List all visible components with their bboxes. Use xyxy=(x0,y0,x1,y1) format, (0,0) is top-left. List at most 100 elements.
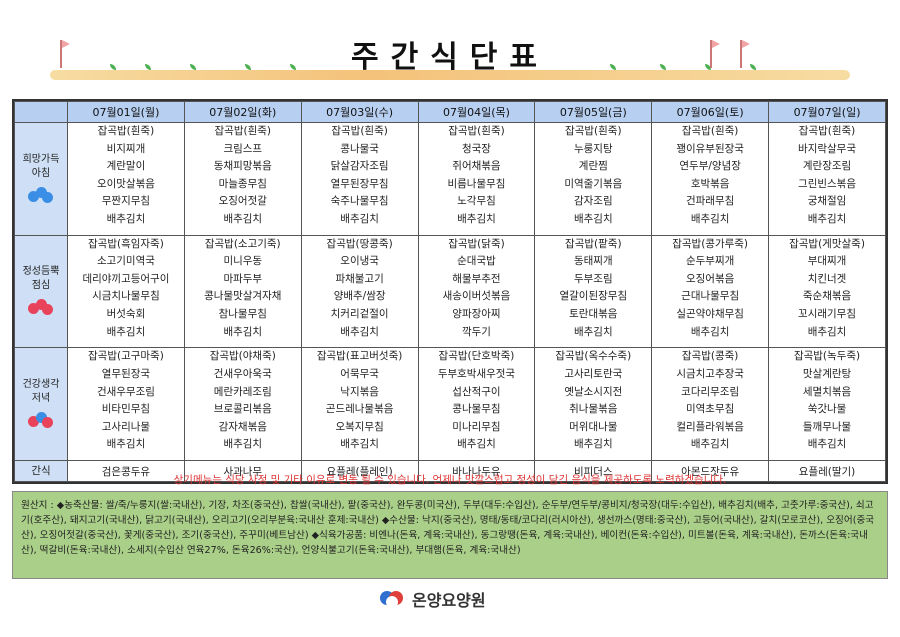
menu-item: 배추김치 xyxy=(690,212,730,225)
menu-cell: 잡곡밥(녹두죽) 맛살계란탕 세멸치볶음 쑥갓나물 들깨무나물 배추김치 xyxy=(768,347,886,461)
menu-item: 토란대볶음 xyxy=(569,308,618,321)
menu-item: 두부조림 xyxy=(573,272,613,285)
menu-item: 오징어볶음 xyxy=(685,272,735,285)
menu-cell: 잡곡밥(야채죽) 건새우아욱국 메란카레조림 브로콜리볶음 감자채볶음 배추김치 xyxy=(183,347,302,461)
menu-item: 배추김치 xyxy=(457,212,496,225)
menu-item: 감자채볶음 xyxy=(218,420,267,433)
menu-item: 배추김치 xyxy=(457,438,496,451)
snack-label: 간식 xyxy=(14,460,68,482)
menu-item: 잡곡밥(야채죽) xyxy=(209,350,276,363)
menu-item: 배추김치 xyxy=(340,325,379,338)
menu-item: 무짠지무침 xyxy=(101,195,151,208)
menu-item: 배추김치 xyxy=(340,212,379,225)
menu-item: 배추김치 xyxy=(340,438,379,451)
meal-row: 정성듬뿍 점심 잡곡밥(흑임자죽) 소고기미역국 데리야끼고등어구이 시금치나물무침 버섯… xyxy=(14,234,886,349)
menu-item: 계란말이 xyxy=(106,160,146,173)
day-header: 07월05일(금) xyxy=(534,101,653,123)
menu-item: 배추김치 xyxy=(106,438,146,451)
menu-item: 바지락살무국 xyxy=(798,142,857,155)
menu-item: 잡곡밥(흑임자죽) xyxy=(88,237,164,250)
menu-cell: 잡곡밥(흰죽) 바지락살무국 계란장조림 그린빈스볶음 궁채절임 배추김치 xyxy=(768,122,886,236)
menu-item: 섭산적구이 xyxy=(452,385,501,398)
day-header: 07월03일(수) xyxy=(300,101,419,123)
title-decor-bar xyxy=(50,70,850,80)
menu-board: 07월01일(월) 07월02일(화) 07월03일(수) 07월04일(목) … xyxy=(12,99,888,484)
menu-item: 취나물볶음 xyxy=(569,403,618,416)
menu-item: 데리야끼고등어구이 xyxy=(82,272,170,285)
menu-item: 크림스프 xyxy=(223,142,263,155)
menu-item: 잡곡밥(단호박죽) xyxy=(438,350,515,363)
menu-item: 닭살감자조림 xyxy=(330,160,389,173)
menu-item: 잡곡밥(흰죽) xyxy=(565,125,622,137)
day-header: 07월04일(목) xyxy=(417,101,536,123)
menu-item: 청국장 xyxy=(461,142,491,155)
page-title: 주간식단표 xyxy=(351,40,549,75)
menu-item: 배추김치 xyxy=(223,438,263,451)
menu-item: 오이냉국 xyxy=(340,255,379,268)
menu-item: 마파두부 xyxy=(223,272,263,285)
menu-item: 누룽지탕 xyxy=(573,142,613,155)
snack-cell: 아몬드잣두유 xyxy=(651,460,770,482)
meal-label-cell: 희망가득 아침 xyxy=(14,122,68,236)
menu-item: 실곤약야채무침 xyxy=(676,308,744,321)
menu-cell: 잡곡밥(게맛살죽) 부대찌개 치킨너겟 죽순채볶음 꼬시래기무침 배추김치 xyxy=(768,234,886,349)
menu-cell: 잡곡밥(흰죽) 꽹이유부된장국 연두부/양념장 호박볶음 건파래무침 배추김치 xyxy=(651,122,770,236)
menu-item: 꽹이유부된장국 xyxy=(676,142,744,155)
menu-item: 콩나물국 xyxy=(340,142,379,155)
menu-item: 콩나물맛살겨자채 xyxy=(204,290,282,303)
sprout-icon xyxy=(705,64,711,72)
menu-item: 꼬시래기무침 xyxy=(798,308,857,321)
menu-item: 잡곡밥(녹두죽) xyxy=(793,350,861,363)
meal-label-cell: 정성듬뿍 점심 xyxy=(14,234,68,349)
menu-cell: 잡곡밥(흰죽) 크림스프 동채피망볶음 마늘종무침 오징어젓갈 배추김치 xyxy=(183,122,302,236)
menu-item: 배추김치 xyxy=(807,325,847,338)
menu-cell: 잡곡밥(흰죽) 누룽지탕 계란찜 미역줄기볶음 감자조림 배추김치 xyxy=(534,122,653,236)
menu-item: 계란장조림 xyxy=(802,160,852,173)
day-header: 07월02일(화) xyxy=(183,101,302,123)
flag-icon xyxy=(710,40,720,68)
menu-item: 비타민무침 xyxy=(101,403,151,416)
menu-item: 버섯숙회 xyxy=(106,308,146,321)
menu-item: 배추김치 xyxy=(573,438,613,451)
menu-cell: 잡곡밥(흑임자죽) 소고기미역국 데리야끼고등어구이 시금치나물무침 버섯숙회 배추김치 xyxy=(67,234,185,349)
sprout-icon xyxy=(110,64,116,72)
menu-item: 낙지볶음 xyxy=(340,385,379,398)
sprout-icon xyxy=(290,64,296,72)
day-header: 07월06일(토) xyxy=(651,101,770,123)
menu-item: 잡곡밥(옥수수죽) xyxy=(555,350,632,363)
menu-cell: 잡곡밥(땅콩죽) 오이냉국 파채불고기 양배추/쌈장 치커리겉절이 배추김치 xyxy=(300,234,419,349)
menu-item: 부대찌개 xyxy=(807,255,847,268)
menu-cell: 잡곡밥(고구마죽) 열무된장국 건새우무조림 비타민무침 고사리나물 배추김치 xyxy=(67,347,185,461)
menu-item: 열무된장국 xyxy=(101,367,151,380)
day-header-row: 07월01일(월) 07월02일(화) 07월03일(수) 07월04일(목) … xyxy=(14,101,886,123)
menu-item: 근대나물무침 xyxy=(681,290,740,303)
menu-item: 치킨너겟 xyxy=(807,272,847,285)
menu-item: 배추김치 xyxy=(807,438,847,451)
menu-item: 머위대나물 xyxy=(569,420,618,433)
menu-item: 배추김치 xyxy=(106,212,146,225)
menu-item: 배추김치 xyxy=(223,325,263,338)
menu-cell: 잡곡밥(표고버섯죽) 어묵무국 낙지볶음 곤드레나물볶음 오복지무침 배추김치 xyxy=(300,347,419,461)
menu-item: 잡곡밥(소고기죽) xyxy=(204,237,281,250)
menu-item: 잡곡밥(땅콩죽) xyxy=(326,237,393,250)
menu-item: 계란찜 xyxy=(578,160,608,173)
menu-item: 마늘종무침 xyxy=(218,177,267,190)
menu-item: 코다리무조림 xyxy=(681,385,740,398)
brand-logo: 온양요양원 xyxy=(380,587,486,611)
menu-item: 잡곡밥(콩죽) xyxy=(681,350,739,363)
menu-item: 배추김치 xyxy=(690,325,730,338)
menu-item: 잡곡밥(흰죽) xyxy=(214,125,272,137)
menu-item: 잡곡밥(흰죽) xyxy=(97,125,155,137)
sprout-icon xyxy=(750,64,756,72)
menu-item: 잡곡밥(표고버섯죽) xyxy=(316,350,403,363)
menu-item: 비름나물무침 xyxy=(447,177,506,190)
menu-item: 고사리나물 xyxy=(101,420,151,433)
menu-item: 잡곡밥(흰죽) xyxy=(448,125,505,137)
menu-item: 노각무침 xyxy=(457,195,496,208)
meal-row: 희망가득 아침 잡곡밥(흰죽) 비지찌개 계란말이 오이맛살볶음 무짠지무침 배추김치 잡곡밥… xyxy=(14,122,886,236)
menu-item: 연두부/양념장 xyxy=(679,160,741,173)
menu-item: 건새우아욱국 xyxy=(213,367,272,380)
menu-cell: 잡곡밥(콩가루죽) 순두부찌개 오징어볶음 근대나물무침 실곤약야채무침 배추김치 xyxy=(651,234,770,349)
menu-item: 미역줄기볶음 xyxy=(564,177,623,190)
menu-item: 궁채절임 xyxy=(807,195,847,208)
